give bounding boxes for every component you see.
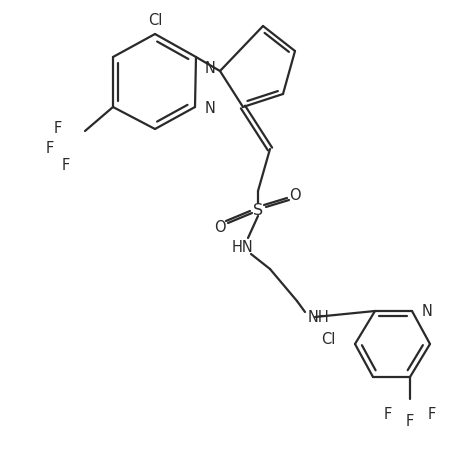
Text: F: F (62, 157, 70, 172)
Text: Cl: Cl (321, 332, 335, 347)
Text: F: F (46, 140, 54, 155)
Text: O: O (289, 187, 301, 202)
Text: F: F (406, 414, 414, 429)
Text: S: S (253, 202, 263, 217)
Text: F: F (428, 407, 436, 422)
Text: NH: NH (308, 310, 330, 325)
Text: Cl: Cl (148, 12, 162, 27)
Text: N: N (205, 100, 216, 115)
Text: F: F (384, 407, 392, 422)
Text: O: O (214, 219, 226, 234)
Text: N: N (422, 304, 433, 319)
Text: F: F (54, 120, 62, 135)
Text: HN: HN (232, 239, 254, 254)
Text: N: N (205, 61, 215, 76)
